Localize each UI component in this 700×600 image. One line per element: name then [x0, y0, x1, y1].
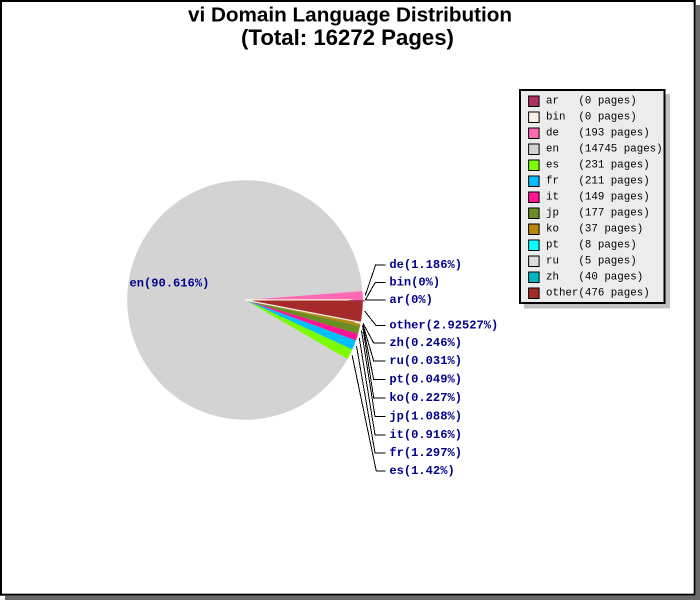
svg-text:other(2.92527%): other(2.92527%) — [389, 319, 498, 333]
svg-text:jp(1.088%): jp(1.088%) — [389, 410, 462, 424]
svg-text:ar (0 pages): ar (0 pages) — [546, 95, 637, 107]
svg-text:en(90.616%): en(90.616%) — [130, 277, 210, 291]
svg-text:vi Domain Language Distributio: vi Domain Language Distribution — [188, 4, 512, 27]
svg-text:fr(1.297%): fr(1.297%) — [389, 446, 462, 460]
svg-text:pt(0.049%): pt(0.049%) — [389, 373, 462, 387]
svg-text:pt (8 pages): pt (8 pages) — [546, 239, 637, 251]
svg-text:ru (5 pages): ru (5 pages) — [546, 255, 637, 267]
svg-text:it(0.916%): it(0.916%) — [389, 428, 462, 442]
svg-text:other(476 pages): other(476 pages) — [546, 287, 650, 299]
svg-text:en (14745 pages): en (14745 pages) — [546, 143, 663, 155]
svg-text:it (149 pages): it (149 pages) — [546, 191, 650, 203]
svg-text:de (193 pages): de (193 pages) — [546, 127, 650, 139]
svg-text:zh(0.246%): zh(0.246%) — [389, 336, 462, 350]
svg-text:ar(0%): ar(0%) — [389, 293, 433, 307]
svg-text:es (231 pages): es (231 pages) — [546, 159, 650, 171]
svg-text:bin (0 pages): bin (0 pages) — [546, 111, 637, 123]
svg-text:es(1.42%): es(1.42%) — [389, 464, 454, 478]
svg-text:(Total: 16272 Pages): (Total: 16272 Pages) — [241, 25, 454, 50]
svg-text:ko (37 pages): ko (37 pages) — [546, 223, 643, 235]
svg-text:ru(0.031%): ru(0.031%) — [389, 354, 462, 368]
svg-text:de(1.186%): de(1.186%) — [389, 258, 462, 272]
svg-text:fr (211 pages): fr (211 pages) — [546, 175, 650, 187]
svg-text:ko(0.227%): ko(0.227%) — [389, 391, 462, 405]
svg-text:zh (40 pages): zh (40 pages) — [546, 271, 643, 283]
svg-text:bin(0%): bin(0%) — [389, 276, 440, 290]
svg-text:jp (177 pages): jp (177 pages) — [546, 207, 650, 219]
